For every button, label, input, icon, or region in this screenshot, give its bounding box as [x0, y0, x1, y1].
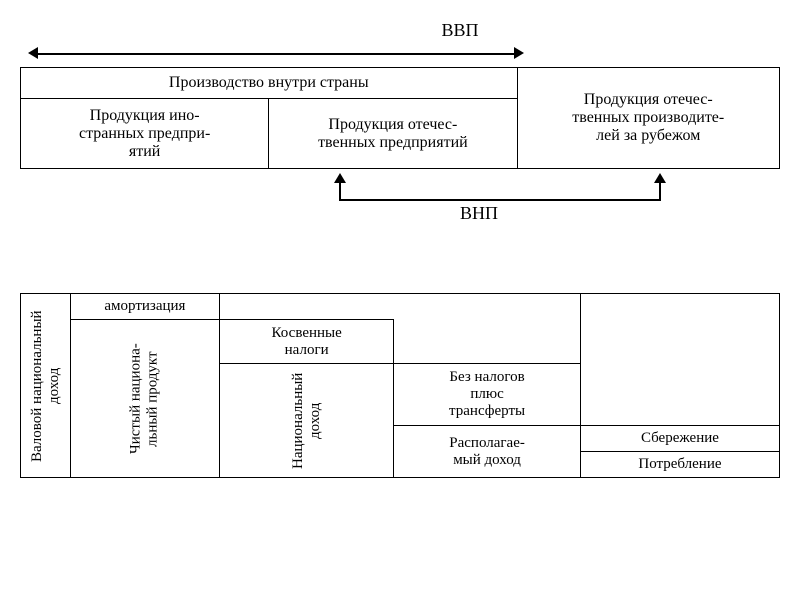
cell-indirect-taxes: Косвенные налоги: [220, 320, 394, 364]
col-net-national-product: Чистый национа- льный продукт: [70, 320, 219, 478]
cell-foreign: Продукция ино- странных предпри- ятий: [21, 99, 269, 169]
vnp-label: ВНП: [460, 203, 498, 224]
col-gross-national-income: Валовой национальный доход: [21, 294, 71, 478]
blank-1: [220, 294, 581, 320]
cell-savings: Сбережение: [580, 426, 779, 452]
col-national-income: Национальный доход: [220, 364, 394, 478]
vvp-arrow: [20, 43, 780, 63]
vvp-label: ВВП: [140, 20, 780, 41]
vnp-bracket: ВНП: [20, 173, 780, 233]
cell-consumption: Потребление: [580, 452, 779, 478]
gdp-gnp-diagram: ВВП Производство внутри страны Продукция…: [20, 20, 780, 233]
cell-abroad: Продукция отечес- твенных производите- л…: [517, 68, 780, 169]
income-table: Валовой национальный доход амортизация Ч…: [20, 293, 780, 478]
cell-amortization: амортизация: [70, 294, 219, 320]
header-domestic-production: Производство внутри страны: [21, 68, 518, 99]
blank-right-top: [580, 294, 779, 426]
national-income-diagram: Валовой национальный доход амортизация Ч…: [20, 293, 780, 478]
cell-no-taxes-plus-transfers: Без налогов плюс трансферты: [394, 364, 581, 426]
cell-domestic-enterprises: Продукция отечес- твенных предприятий: [269, 99, 517, 169]
blank-2: [394, 320, 581, 364]
gdp-table: Производство внутри страны Продукция оте…: [20, 67, 780, 169]
cell-disposable-income: Располагае- мый доход: [394, 426, 581, 478]
